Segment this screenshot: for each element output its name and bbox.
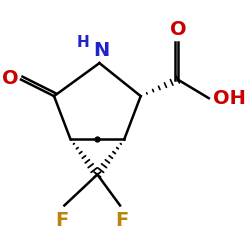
Text: OH: OH	[213, 89, 246, 108]
Text: H: H	[76, 35, 89, 50]
Text: F: F	[116, 211, 129, 230]
Text: F: F	[56, 211, 69, 230]
Text: O: O	[170, 20, 186, 39]
Text: O: O	[2, 69, 19, 88]
Text: N: N	[93, 41, 110, 60]
